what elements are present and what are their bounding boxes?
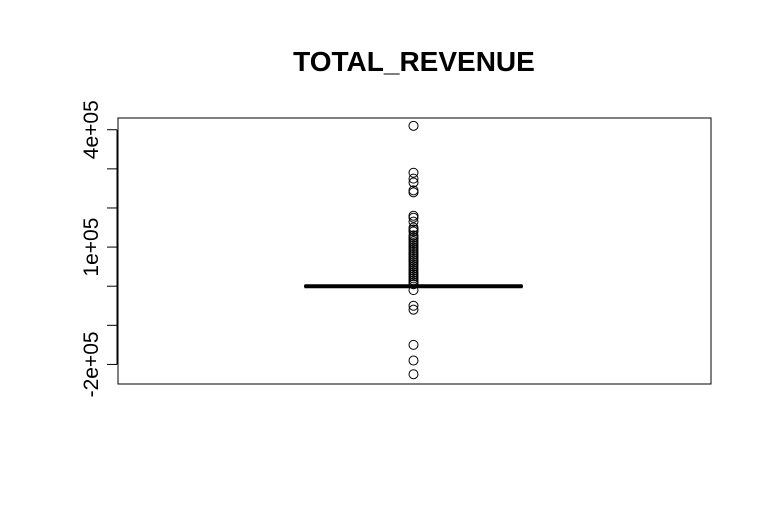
outlier-point — [408, 369, 419, 380]
outlier-point — [408, 226, 419, 237]
outlier-point — [408, 177, 419, 188]
outlier-point — [408, 339, 419, 350]
outlier-point — [408, 355, 419, 366]
outlier-point — [408, 173, 419, 184]
outliers — [408, 120, 419, 380]
y-tick-label: 1e+05 — [80, 218, 103, 277]
outlier-point — [408, 300, 419, 311]
outlier-point — [408, 187, 419, 198]
outlier-point — [408, 279, 419, 290]
y-axis: -2e+05 1e+05 4e+05 — [80, 100, 118, 397]
plot-frame — [117, 117, 712, 385]
y-tick-label: 4e+05 — [80, 100, 103, 159]
outlier-point — [408, 285, 419, 296]
outlier-point — [408, 212, 419, 223]
outlier-point — [408, 216, 419, 227]
outlier-point — [408, 167, 419, 178]
outlier-point — [408, 304, 419, 315]
outlier-point — [408, 120, 419, 131]
y-tick-label: -2e+05 — [80, 331, 103, 397]
chart-title: TOTAL_REVENUE — [293, 46, 535, 77]
